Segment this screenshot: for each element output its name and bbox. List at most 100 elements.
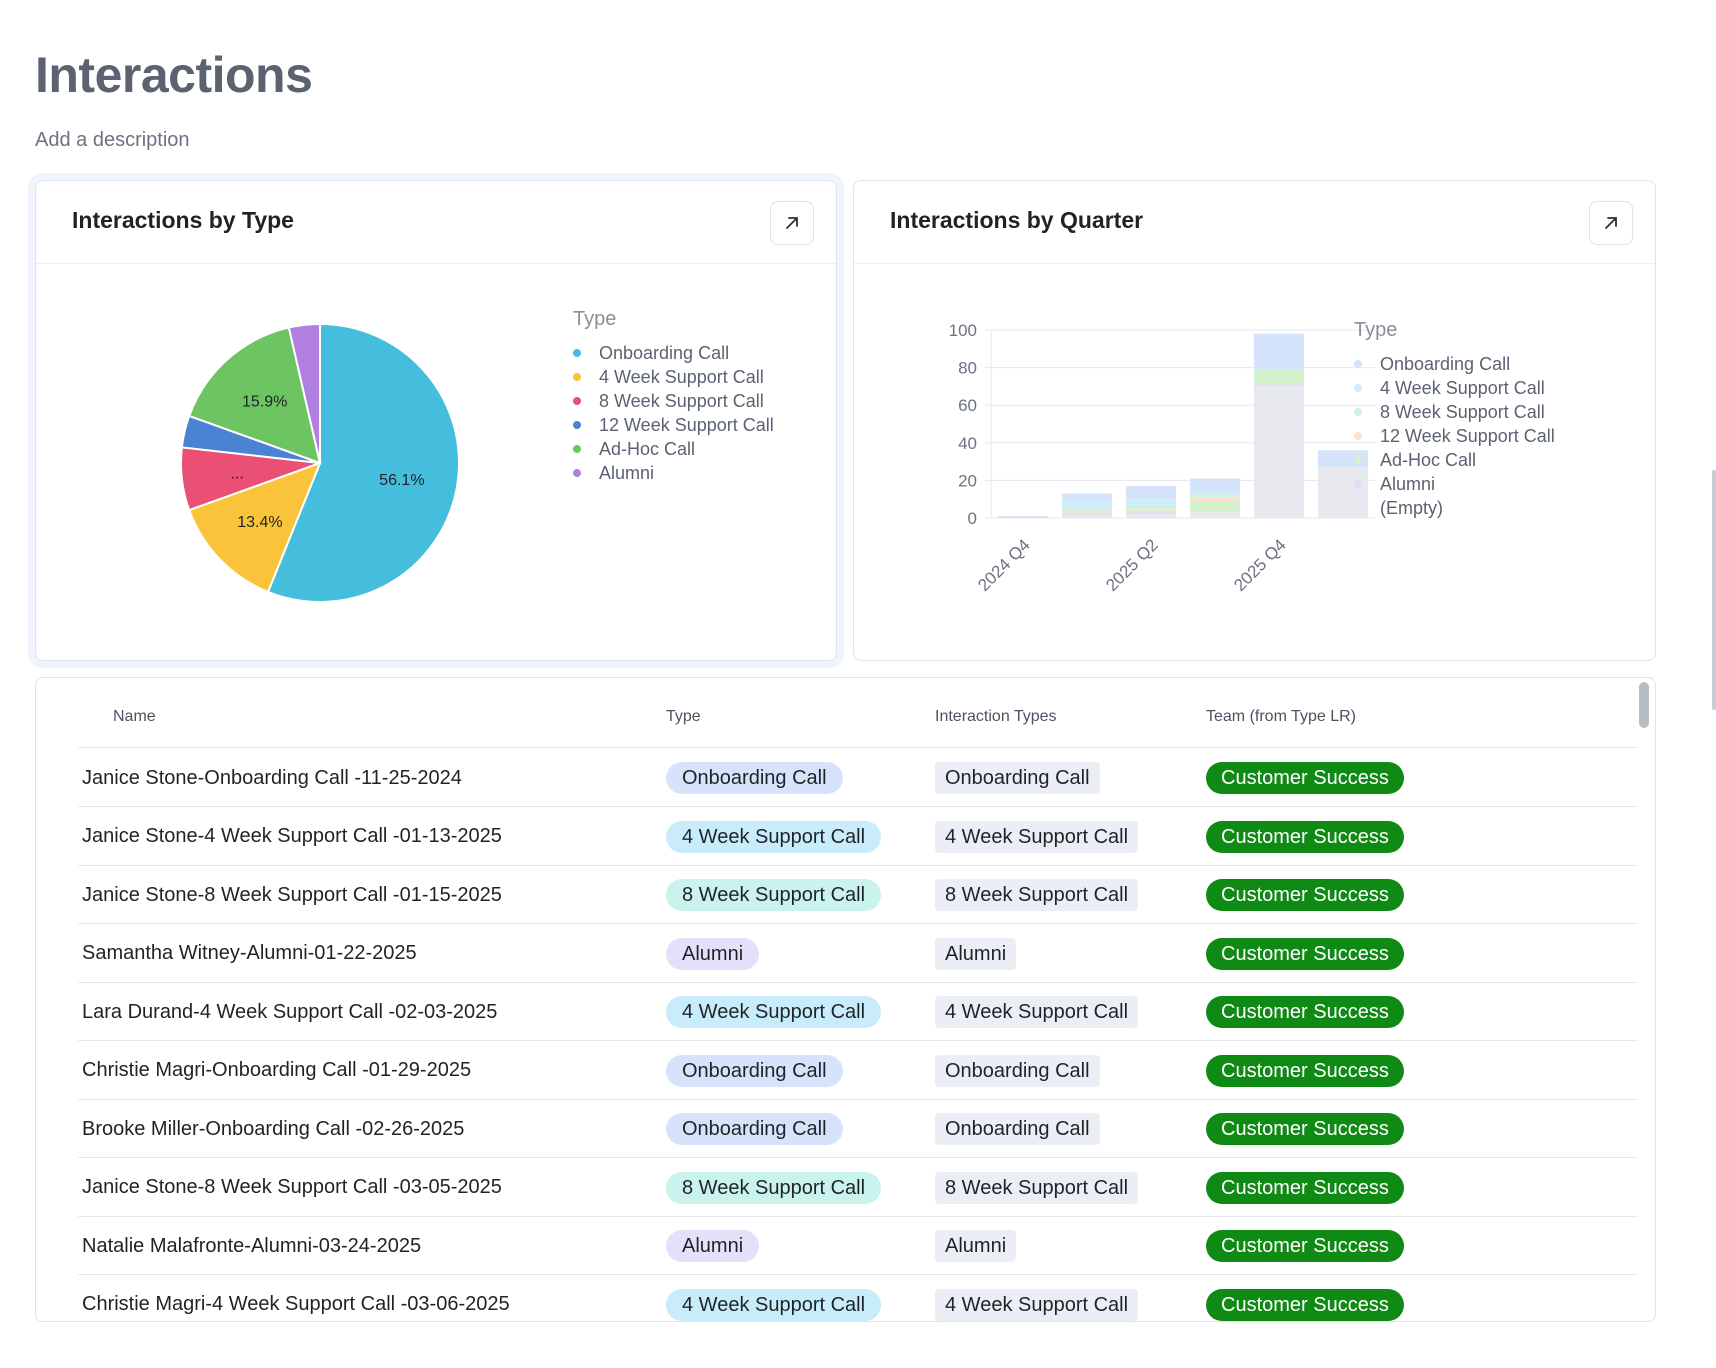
bar-segment[interactable] (998, 516, 1048, 518)
cell-team[interactable]: Customer Success (1206, 1042, 1404, 1100)
cell-type[interactable]: 4 Week Support Call (666, 983, 882, 1041)
column-header-name[interactable]: Name (113, 708, 156, 725)
bar-segment[interactable] (1126, 504, 1176, 509)
pie-slice[interactable] (266, 322, 460, 603)
table-row[interactable]: Samantha Witney-Alumni-01-22-2025 Alumni A… (78, 925, 1638, 983)
cell-interaction-types[interactable]: Onboarding Call (935, 1042, 1100, 1100)
cell-team[interactable]: Customer Success (1206, 808, 1404, 866)
expand-button[interactable] (770, 201, 814, 245)
cell-name[interactable]: Janice Stone-8 Week Support Call -03-05-… (82, 1159, 502, 1217)
legend-item[interactable]: 8 Week Support Call (1380, 402, 1545, 422)
bar-segment[interactable] (1190, 512, 1240, 518)
legend-item[interactable]: Alumni (599, 463, 654, 483)
table-row[interactable]: Janice Stone-4 Week Support Call -01-13-… (78, 808, 1638, 866)
cell-name[interactable]: Samantha Witney-Alumni-01-22-2025 (82, 925, 417, 983)
bar-segment[interactable] (1254, 333, 1304, 370)
table-row[interactable]: Natalie Malafronte-Alumni-03-24-2025 Alum… (78, 1217, 1638, 1275)
cell-type[interactable]: Alumni (666, 925, 760, 983)
cell-team[interactable]: Customer Success (1206, 925, 1404, 983)
cell-team[interactable]: Customer Success (1206, 1217, 1404, 1275)
cell-type[interactable]: Onboarding Call (666, 1042, 843, 1100)
bar-segment[interactable] (1062, 501, 1112, 507)
cell-name[interactable]: Janice Stone-4 Week Support Call -01-13-… (82, 808, 502, 866)
cell-name[interactable]: Janice Stone-8 Week Support Call -01-15-… (82, 866, 502, 924)
bar-segment[interactable] (1190, 478, 1240, 494)
table-row[interactable]: Janice Stone-8 Week Support Call -03-05-… (78, 1159, 1638, 1217)
bar-segment[interactable] (1062, 510, 1112, 513)
cell-type[interactable]: Onboarding Call (666, 749, 843, 807)
legend-item[interactable]: Alumni (1380, 474, 1435, 494)
legend-item[interactable]: 12 Week Support Call (1380, 426, 1555, 446)
bar-segment[interactable] (1062, 506, 1112, 511)
cell-interaction-types[interactable]: 8 Week Support Call (935, 866, 1139, 924)
bar-segment[interactable] (1190, 497, 1240, 502)
legend-item[interactable]: Onboarding Call (1380, 354, 1510, 374)
bar-segment[interactable] (1062, 493, 1112, 502)
cell-team[interactable]: Customer Success (1206, 1100, 1404, 1158)
cell-type[interactable]: 8 Week Support Call (666, 1159, 882, 1217)
bar-segment[interactable] (1190, 493, 1240, 498)
bar-segment[interactable] (1126, 512, 1176, 515)
pie-slice[interactable] (287, 322, 321, 464)
column-header-type[interactable]: Type (666, 708, 701, 725)
table-scrollbar[interactable] (1639, 682, 1649, 728)
cell-type[interactable]: Onboarding Call (666, 1100, 843, 1158)
expand-button[interactable] (1589, 201, 1633, 245)
cell-name[interactable]: Janice Stone-Onboarding Call -11-25-2024 (82, 749, 462, 807)
cell-type[interactable]: 4 Week Support Call (666, 1276, 882, 1322)
cell-team[interactable]: Customer Success (1206, 866, 1404, 924)
bar-segment[interactable] (1126, 486, 1176, 500)
cell-type[interactable]: 8 Week Support Call (666, 866, 882, 924)
legend-item[interactable]: 4 Week Support Call (1380, 378, 1545, 398)
chart-card-interactions-by-type[interactable]: Interactions by Type 56.1% 13.4%... 15.9% T… (35, 180, 837, 661)
cell-team[interactable]: Customer Success (1206, 983, 1404, 1041)
cell-interaction-types[interactable]: 8 Week Support Call (935, 1159, 1139, 1217)
pie-slice[interactable] (187, 326, 322, 465)
legend-item[interactable]: 4 Week Support Call (599, 367, 764, 387)
column-header-team[interactable]: Team (from Type LR) (1206, 708, 1356, 725)
cell-interaction-types[interactable]: Onboarding Call (935, 1100, 1100, 1158)
bar-segment[interactable] (1126, 510, 1176, 513)
legend-item[interactable]: Ad-Hoc Call (599, 439, 695, 459)
cell-interaction-types[interactable]: 4 Week Support Call (935, 983, 1139, 1041)
bar-segment[interactable] (1062, 516, 1112, 518)
cell-name[interactable]: Natalie Malafronte-Alumni-03-24-2025 (82, 1217, 421, 1275)
bar-segment[interactable] (1126, 508, 1176, 511)
cell-interaction-types[interactable]: Alumni (935, 1217, 1017, 1275)
bar-segment[interactable] (1062, 512, 1112, 515)
cell-team[interactable]: Customer Success (1206, 1276, 1404, 1322)
page-scrollbar[interactable] (1712, 470, 1716, 710)
bar-segment[interactable] (1126, 514, 1176, 518)
cell-name[interactable]: Christie Magri-Onboarding Call -01-29-20… (82, 1042, 471, 1100)
bar-segment[interactable] (1254, 386, 1304, 518)
bar-segment[interactable] (1254, 384, 1304, 387)
column-header-interaction-types[interactable]: Interaction Types (935, 708, 1057, 725)
page-description[interactable]: Add a description (35, 129, 190, 151)
cell-name[interactable]: Lara Durand-4 Week Support Call -02-03-2… (82, 983, 497, 1041)
cell-interaction-types[interactable]: Alumni (935, 925, 1017, 983)
cell-interaction-types[interactable]: 4 Week Support Call (935, 808, 1139, 866)
cell-type[interactable]: 4 Week Support Call (666, 808, 882, 866)
legend-item[interactable]: 12 Week Support Call (599, 415, 774, 435)
bar-segment[interactable] (1254, 369, 1304, 385)
pie-chart[interactable]: 56.1% 13.4%... 15.9% Type Onboarding Call 4 W… (36, 181, 838, 662)
legend-item[interactable]: Onboarding Call (599, 343, 729, 363)
legend-item[interactable]: 8 Week Support Call (599, 391, 764, 411)
table-row[interactable]: Christie Magri-4 Week Support Call -03-0… (78, 1276, 1638, 1322)
bar-segment[interactable] (1126, 499, 1176, 505)
chart-card-interactions-by-quarter[interactable]: Interactions by Quarter 0 20 40 60 80 100 2024… (853, 180, 1656, 661)
cell-name[interactable]: Christie Magri-4 Week Support Call -03-0… (82, 1276, 510, 1322)
cell-interaction-types[interactable]: Onboarding Call (935, 749, 1100, 807)
legend-item[interactable]: Ad-Hoc Call (1380, 450, 1476, 470)
cell-name[interactable]: Brooke Miller-Onboarding Call -02-26-202… (82, 1100, 464, 1158)
cell-team[interactable]: Customer Success (1206, 1159, 1404, 1217)
cell-interaction-types[interactable]: 4 Week Support Call (935, 1276, 1139, 1322)
pie-slice[interactable] (187, 461, 322, 594)
cell-team[interactable]: Customer Success (1206, 749, 1404, 807)
table-row[interactable]: Christie Magri-Onboarding Call -01-29-20… (78, 1042, 1638, 1100)
table-row[interactable]: Lara Durand-4 Week Support Call -02-03-2… (78, 983, 1638, 1041)
bar-segment[interactable] (1190, 501, 1240, 513)
stacked-bar-chart[interactable]: 0 20 40 60 80 100 2024 Q4 2025 Q2 2025 Q4 Type Onb… (854, 181, 1657, 662)
bar-segment[interactable] (1062, 514, 1112, 517)
table-row[interactable]: Janice Stone-Onboarding Call -11-25-2024… (78, 749, 1638, 807)
